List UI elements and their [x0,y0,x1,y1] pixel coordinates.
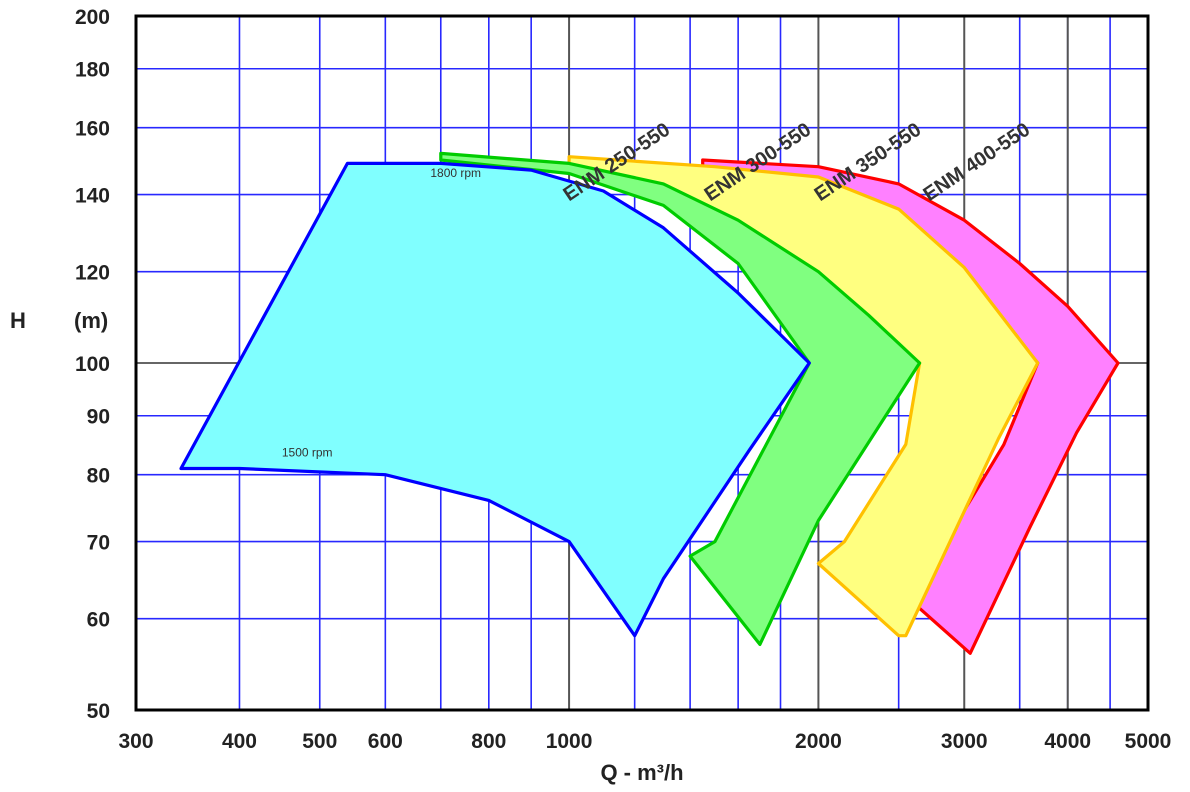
x-tick-label: 500 [302,730,337,753]
rpm-label: 1800 rpm [430,166,481,180]
rpm-label: 1500 rpm [282,445,333,459]
x-tick-label: 800 [471,730,506,753]
x-axis-title: Q - m³/h [600,760,683,785]
x-tick-label: 600 [368,730,403,753]
y-tick-label: 80 [87,465,110,488]
y-tick-label: 160 [75,118,110,141]
series-area-enm-250-550 [179,161,811,638]
y-tick-label: 140 [75,185,110,208]
series-areas [179,151,1120,655]
y-tick-label: 70 [87,532,110,555]
x-tick-label: 5000 [1125,730,1172,753]
x-tick-label: 400 [222,730,257,753]
plot-frame [134,14,1150,712]
x-tick-label: 1000 [546,730,593,753]
y-axis-title: H [10,308,26,333]
y-tick-label: 90 [87,406,110,429]
y-axis-unit: (m) [74,308,108,333]
y-tick-label: 200 [75,6,110,29]
y-tick-label: 180 [75,59,110,82]
y-tick-label: 50 [87,700,110,723]
y-tick-label: 120 [75,262,110,285]
x-tick-label: 4000 [1044,730,1091,753]
x-tick-label: 300 [118,730,153,753]
x-tick-label: 3000 [941,730,988,753]
y-tick-label: 100 [75,353,110,376]
series-area-enm-300-550 [439,151,922,647]
y-tick-label: 60 [87,609,110,632]
y-tick-labels: 50 60 70 80 90 100 120 140 160 180 200 [75,6,110,723]
x-tick-label: 2000 [795,730,842,753]
x-tick-labels: 300 400 500 600 800 1000 2000 3000 4000 5000 [118,730,1171,753]
